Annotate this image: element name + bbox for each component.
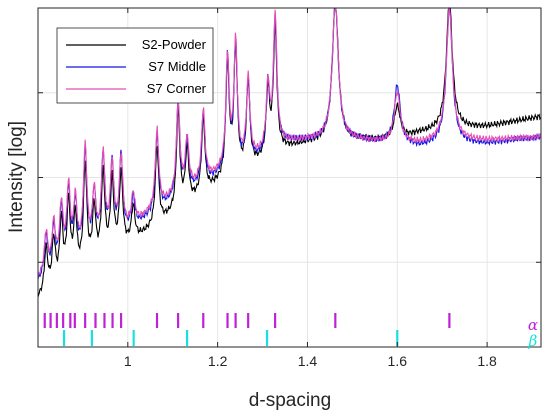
legend: S2-Powder S7 Middle S7 Corner bbox=[56, 27, 214, 104]
x-tick-label: 1.6 bbox=[388, 353, 408, 369]
phase-label-alpha: α bbox=[528, 316, 538, 334]
legend-label-s2-powder: S2-Powder bbox=[142, 37, 207, 52]
legend-box bbox=[56, 27, 214, 104]
series-line-s2-powder bbox=[37, 8, 542, 298]
x-axis: 1 1.2 1.4 1.6 1.8 bbox=[38, 8, 541, 369]
x-tick-label: 1.8 bbox=[477, 353, 497, 369]
legend-label-s7-middle: S7 Middle bbox=[148, 59, 206, 74]
phase-markers bbox=[43, 313, 451, 346]
y-axis-label: Intensity [log] bbox=[6, 121, 27, 233]
x-axis-label: d-spacing bbox=[249, 390, 331, 411]
phase-label-beta: β bbox=[528, 332, 538, 350]
series-line-s7-corner bbox=[37, 7, 542, 277]
series-lines bbox=[37, 6, 542, 298]
x-tick-label: 1.2 bbox=[208, 353, 228, 369]
x-tick-label: 1 bbox=[124, 353, 132, 369]
x-tick-label: 1.4 bbox=[298, 353, 318, 369]
legend-label-s7-corner: S7 Corner bbox=[147, 81, 207, 96]
